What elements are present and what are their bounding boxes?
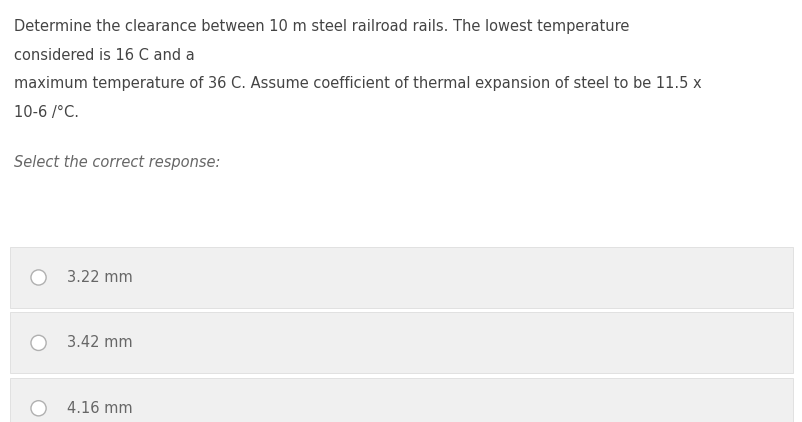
Text: 4.16 mm: 4.16 mm xyxy=(67,401,133,416)
Ellipse shape xyxy=(31,270,46,285)
Text: maximum temperature of 36 C. Assume coefficient of thermal expansion of steel to: maximum temperature of 36 C. Assume coef… xyxy=(14,76,701,92)
Text: 3.42 mm: 3.42 mm xyxy=(67,335,133,350)
FancyBboxPatch shape xyxy=(10,378,792,422)
Text: Determine the clearance between 10 m steel railroad rails. The lowest temperatur: Determine the clearance between 10 m ste… xyxy=(14,19,629,34)
Text: 3.22 mm: 3.22 mm xyxy=(67,270,133,285)
Text: Select the correct response:: Select the correct response: xyxy=(14,155,221,170)
Ellipse shape xyxy=(31,335,46,350)
Ellipse shape xyxy=(31,401,46,416)
Text: considered is 16 C and a: considered is 16 C and a xyxy=(14,48,195,63)
FancyBboxPatch shape xyxy=(10,247,792,308)
FancyBboxPatch shape xyxy=(10,312,792,373)
Text: 10-6 /°C.: 10-6 /°C. xyxy=(14,105,79,120)
